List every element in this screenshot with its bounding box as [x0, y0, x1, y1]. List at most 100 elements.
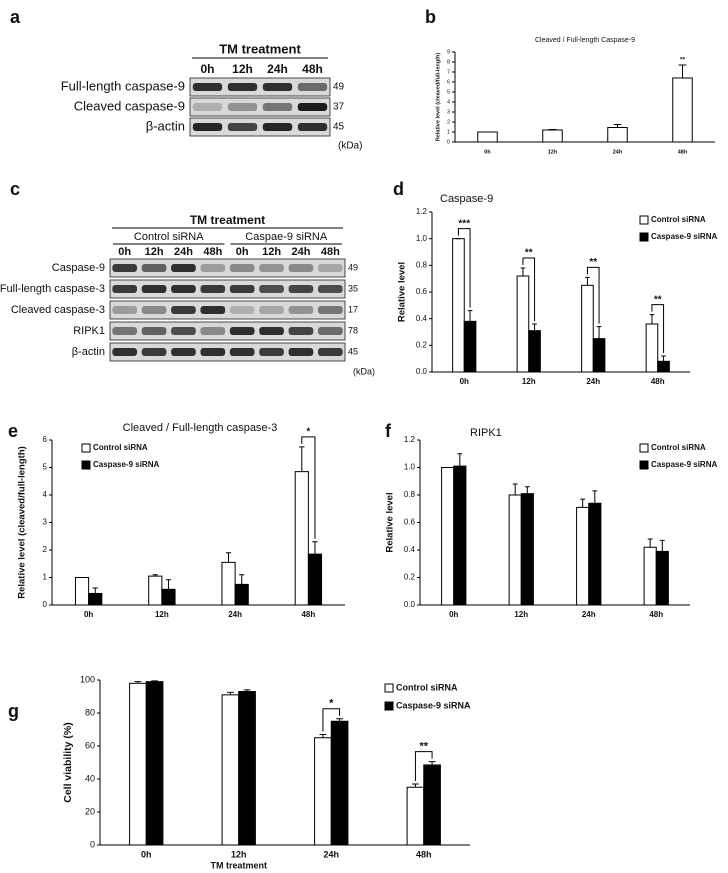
kda-label: 78 — [348, 325, 358, 335]
y-tick-label: 80 — [85, 707, 95, 717]
legend-swatch — [81, 443, 91, 453]
x-tick-label: 0h — [449, 610, 458, 619]
x-tick-label: 0h — [141, 849, 152, 859]
y-tick-label: 0 — [90, 839, 95, 849]
lane-label: 24h — [267, 62, 288, 76]
significance-bracket — [522, 257, 536, 321]
bar — [645, 323, 659, 373]
blot-band — [288, 285, 314, 293]
legend-label: Control siRNA — [93, 443, 148, 452]
chart-title: RIPK1 — [470, 427, 502, 439]
error-bar — [239, 574, 245, 585]
blot-band — [262, 123, 293, 131]
blot-band — [200, 264, 226, 272]
kda-label: 17 — [348, 304, 358, 314]
error-bar — [613, 124, 622, 128]
row-label: RIPK1 — [73, 325, 105, 337]
blot-band — [297, 103, 328, 111]
blot-band — [259, 264, 284, 272]
blot-band — [288, 264, 314, 272]
error-bar — [319, 733, 327, 738]
lane-label: 48h — [203, 246, 222, 258]
blot-band — [112, 327, 138, 335]
y-tick-label: 20 — [85, 806, 95, 816]
blot-band — [192, 103, 223, 111]
y-axis-label: Relative level — [385, 492, 396, 552]
y-tick-label: 60 — [85, 740, 95, 750]
blot-band — [192, 123, 223, 131]
blot-strip — [109, 258, 346, 278]
blot-band — [171, 327, 196, 335]
y-tick-label: 1.2 — [416, 207, 428, 216]
blot-band — [227, 123, 258, 131]
blot-band — [259, 348, 284, 356]
blot-strip — [109, 321, 346, 341]
panel-letter: d — [393, 179, 404, 199]
bar — [672, 77, 693, 143]
x-tick-label: 12h — [155, 610, 169, 619]
y-tick-label: 1.2 — [404, 435, 416, 444]
treatment-label: TM treatment — [219, 41, 301, 56]
error-bar — [532, 323, 537, 331]
y-tick-label: 0.0 — [404, 600, 416, 609]
legend-label: Control siRNA — [651, 443, 706, 452]
blot-band — [112, 285, 138, 293]
legend-swatch — [639, 232, 649, 242]
blot-band — [141, 264, 167, 272]
error-bar — [225, 552, 232, 563]
kda-label: 45 — [333, 122, 345, 133]
x-tick-label: 48h — [416, 849, 432, 859]
blot-band — [229, 264, 255, 272]
blot-band — [317, 306, 343, 314]
significance: * — [306, 427, 310, 438]
lane-label: 12h — [232, 62, 253, 76]
bar — [307, 553, 323, 606]
bar — [643, 546, 657, 606]
bar — [314, 737, 332, 846]
y-tick-label: 1.0 — [416, 234, 428, 243]
kda-label: 49 — [348, 262, 358, 272]
y-tick-label: 0.2 — [404, 573, 416, 582]
bar — [406, 786, 425, 846]
error-bar — [165, 579, 172, 590]
error-bar — [647, 538, 653, 548]
panel-letter: c — [10, 179, 20, 199]
bar — [655, 550, 669, 606]
bar — [330, 720, 349, 846]
bar — [576, 506, 590, 606]
bar — [463, 320, 477, 373]
blot-band — [259, 327, 284, 335]
legend-swatch — [384, 683, 394, 693]
error-bar — [592, 490, 598, 504]
kda-label: 37 — [333, 102, 345, 113]
legend-swatch — [81, 460, 91, 470]
error-bar — [243, 689, 251, 692]
blot-band — [317, 264, 343, 272]
significance-bracket — [301, 436, 316, 539]
significance: ** — [589, 257, 597, 268]
error-bar — [512, 483, 518, 495]
legend-swatch — [639, 215, 649, 225]
blot-band — [171, 306, 196, 314]
significance: * — [329, 698, 334, 710]
blot-band — [297, 83, 328, 91]
legend-label: Control siRNA — [396, 682, 458, 692]
group-label: Caspae-9 siRNA — [245, 231, 328, 243]
x-tick-label: 12h — [548, 149, 558, 155]
lane-label: 48h — [321, 246, 340, 258]
y-tick-label: 5 — [43, 463, 48, 472]
x-tick-label: 0h — [84, 610, 93, 619]
treatment-label: TM treatment — [190, 213, 265, 227]
blot-band — [227, 83, 258, 91]
kda-label: 35 — [348, 283, 358, 293]
blot-strip — [189, 117, 331, 137]
x-tick-label: 0h — [484, 149, 491, 155]
y-tick-label: 6 — [447, 79, 450, 85]
x-tick-label: 24h — [323, 849, 339, 859]
y-tick-label: 6 — [43, 435, 48, 444]
blot-band — [141, 285, 167, 293]
blot-band — [171, 264, 196, 272]
significance-bracket — [586, 266, 600, 324]
error-bar — [520, 267, 526, 276]
blot-band — [112, 348, 138, 356]
